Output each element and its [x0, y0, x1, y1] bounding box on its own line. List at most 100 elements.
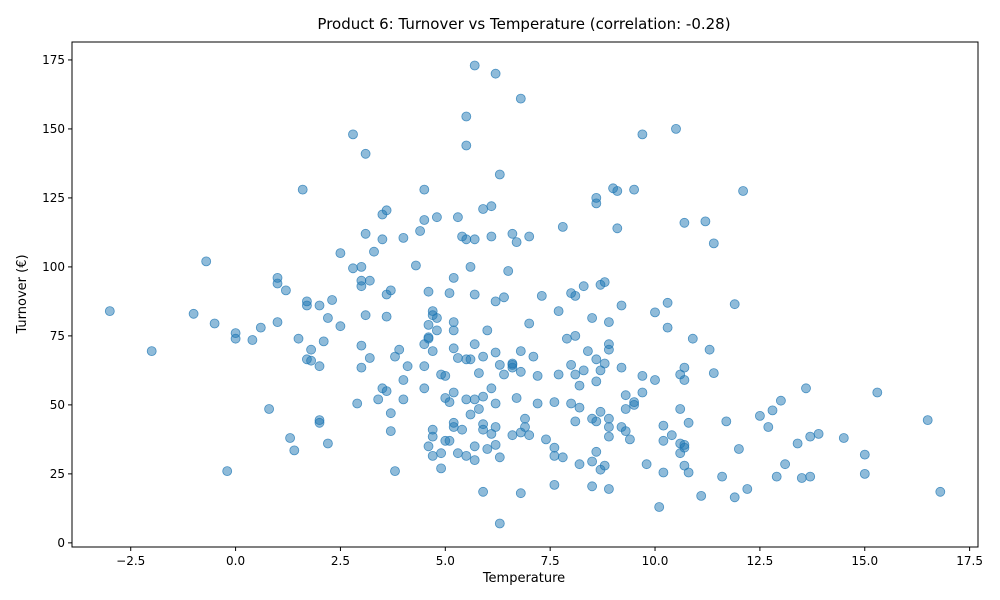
- scatter-point: [465, 409, 476, 420]
- scatter-point: [314, 417, 325, 428]
- scatter-point: [637, 129, 648, 140]
- scatter-point: [377, 234, 388, 245]
- scatter-point: [578, 281, 589, 292]
- scatter-point: [364, 275, 375, 286]
- scatter-point: [482, 444, 493, 454]
- scatter-point: [486, 201, 497, 212]
- scatter-point: [859, 468, 870, 479]
- scatter-point: [247, 335, 258, 345]
- scatter-point: [717, 471, 727, 482]
- scatter-point: [591, 376, 602, 387]
- scatter-point: [360, 310, 371, 321]
- chart-title: Product 6: Turnover vs Temperature (corr…: [317, 15, 730, 33]
- scatter-point: [448, 317, 459, 328]
- scatter-point: [532, 370, 543, 381]
- scatter-point: [394, 344, 405, 355]
- scatter-point: [452, 353, 463, 363]
- scatter-point: [515, 488, 526, 499]
- scatter-point: [872, 387, 883, 398]
- y-tick-label: 0: [57, 536, 65, 550]
- scatter-point: [616, 362, 627, 373]
- scatter-point: [255, 322, 266, 333]
- scatter-point: [490, 439, 501, 450]
- scatter-point: [448, 422, 459, 432]
- scatter-point: [683, 467, 694, 478]
- scatter-point: [557, 452, 568, 463]
- scatter-point: [562, 333, 572, 344]
- scatter-point: [457, 424, 468, 435]
- scatter-point: [553, 306, 564, 317]
- scatter-point: [796, 473, 807, 483]
- scatter-point: [574, 459, 585, 470]
- scatter-point: [708, 238, 719, 249]
- scatter-point: [104, 306, 115, 317]
- scatter-point: [272, 278, 283, 289]
- scatter-point: [515, 93, 526, 104]
- scatter-point: [494, 452, 505, 463]
- scatter-point: [473, 368, 484, 379]
- scatter-point: [306, 355, 317, 366]
- scatter-point: [591, 446, 602, 457]
- scatter-point: [385, 426, 396, 437]
- scatter-point: [666, 430, 677, 441]
- scatter-point: [499, 369, 509, 380]
- scatter-point: [360, 228, 371, 239]
- scatter-point: [520, 422, 530, 432]
- x-tick-label: 0.0: [226, 554, 245, 568]
- scatter-point: [264, 404, 275, 414]
- scatter-point: [507, 430, 518, 441]
- scatter-point: [629, 399, 639, 410]
- scatter-point: [650, 375, 660, 385]
- scatter-point: [448, 387, 459, 398]
- scatter-point: [922, 415, 933, 426]
- scatter-point: [398, 394, 409, 405]
- scatter-point: [658, 467, 669, 478]
- scatter-point: [570, 290, 581, 301]
- scatter-point: [478, 351, 489, 362]
- scatter-point: [322, 313, 333, 323]
- scatter-point: [431, 313, 442, 323]
- scatter-point: [356, 340, 367, 351]
- scatter-point: [452, 212, 463, 223]
- scatter-point: [373, 394, 384, 405]
- scatter-point: [306, 344, 317, 355]
- scatter-point: [729, 299, 740, 310]
- scatter-point: [662, 322, 673, 333]
- scatter-point: [222, 466, 233, 477]
- scatter-point: [360, 148, 371, 159]
- scatter-point: [348, 129, 358, 140]
- y-tick-label: 150: [42, 122, 65, 136]
- scatter-point: [423, 333, 434, 344]
- x-axis-label: Temperature: [482, 571, 565, 586]
- scatter-point: [591, 354, 602, 365]
- scatter-point: [419, 383, 430, 394]
- scatter-point: [444, 435, 455, 446]
- scatter-point: [805, 471, 816, 482]
- scatter-point: [385, 285, 396, 296]
- scatter-point: [490, 347, 501, 358]
- scatter-point: [415, 226, 426, 236]
- y-tick-label: 175: [42, 53, 65, 67]
- scatter-point: [461, 450, 472, 461]
- scatter-point: [440, 370, 451, 381]
- scatter-point: [381, 386, 392, 397]
- scatter-point: [410, 260, 421, 271]
- scatter-point: [511, 237, 522, 248]
- scatter-point: [356, 281, 367, 292]
- scatter-point: [335, 248, 346, 259]
- x-tick-label: −2.5: [116, 554, 145, 568]
- scatter-point: [461, 394, 472, 405]
- scatter-point: [348, 263, 358, 274]
- scatter-point: [595, 406, 606, 417]
- scatter-point: [662, 297, 673, 308]
- scatter-point: [478, 424, 489, 435]
- scatter-point: [499, 292, 509, 303]
- scatter-point: [318, 336, 329, 347]
- scatter-point: [549, 397, 560, 408]
- scatter-point: [515, 346, 526, 357]
- scatter-point: [813, 428, 824, 439]
- scatter-point: [767, 405, 778, 416]
- scatter-point: [507, 228, 518, 239]
- scatter-point: [604, 344, 614, 355]
